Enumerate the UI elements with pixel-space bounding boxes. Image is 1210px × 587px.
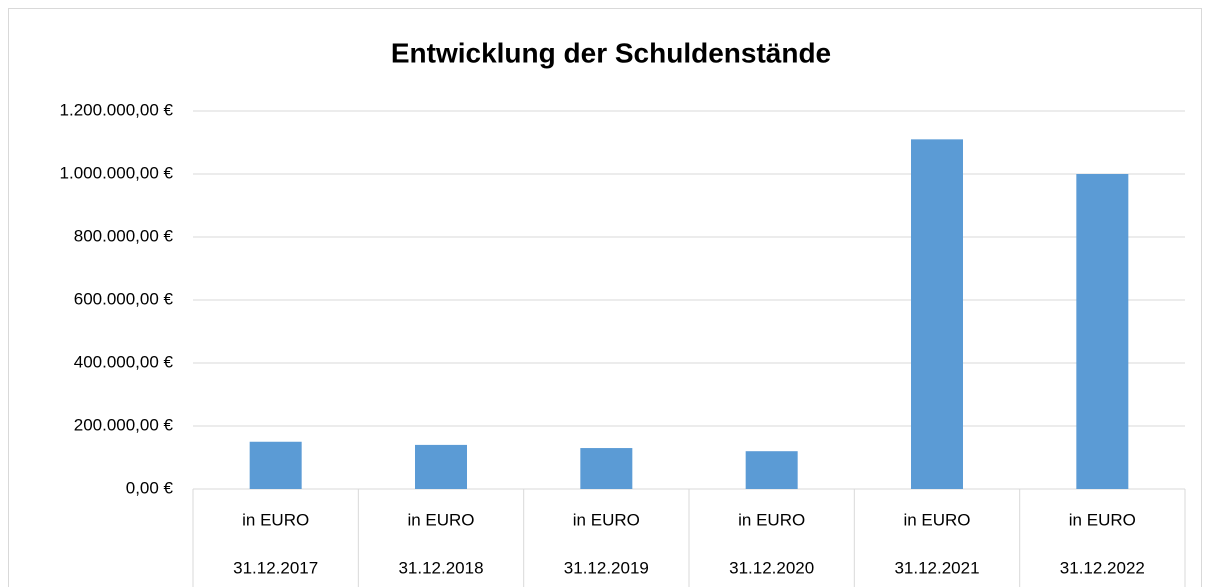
x-tick-label: 31.12.2019: [564, 558, 649, 577]
bar: [415, 444, 467, 489]
y-tick-label: 0,00 €: [126, 478, 174, 497]
y-tick-label: 1.200.000,00 €: [60, 100, 174, 119]
bar: [1076, 174, 1129, 489]
x-tick-label: 31.12.2020: [729, 558, 814, 577]
x-tick-label: in EURO: [1069, 510, 1136, 529]
y-tick-label: 800.000,00 €: [74, 226, 174, 245]
x-tick-label: 31.12.2022: [1060, 558, 1145, 577]
bar: [249, 441, 302, 489]
chart-frame: [8, 8, 1202, 587]
bar: [580, 448, 633, 489]
y-tick-label: 1.000.000,00 €: [60, 163, 174, 182]
bar: [911, 139, 963, 489]
x-tick-label: in EURO: [407, 510, 474, 529]
x-tick-label: in EURO: [573, 510, 640, 529]
x-tick-label: 31.12.2017: [233, 558, 318, 577]
x-tick-label: in EURO: [903, 510, 970, 529]
y-tick-label: 200.000,00 €: [74, 415, 174, 434]
x-tick-label: in EURO: [738, 510, 805, 529]
y-tick-label: 400.000,00 €: [74, 352, 174, 371]
y-tick-label: 600.000,00 €: [74, 289, 174, 308]
x-tick-label: 31.12.2021: [894, 558, 979, 577]
bar: [745, 451, 798, 489]
x-tick-label: in EURO: [242, 510, 309, 529]
chart-title: Entwicklung der Schuldenstände: [391, 37, 831, 68]
x-tick-label: 31.12.2018: [398, 558, 483, 577]
